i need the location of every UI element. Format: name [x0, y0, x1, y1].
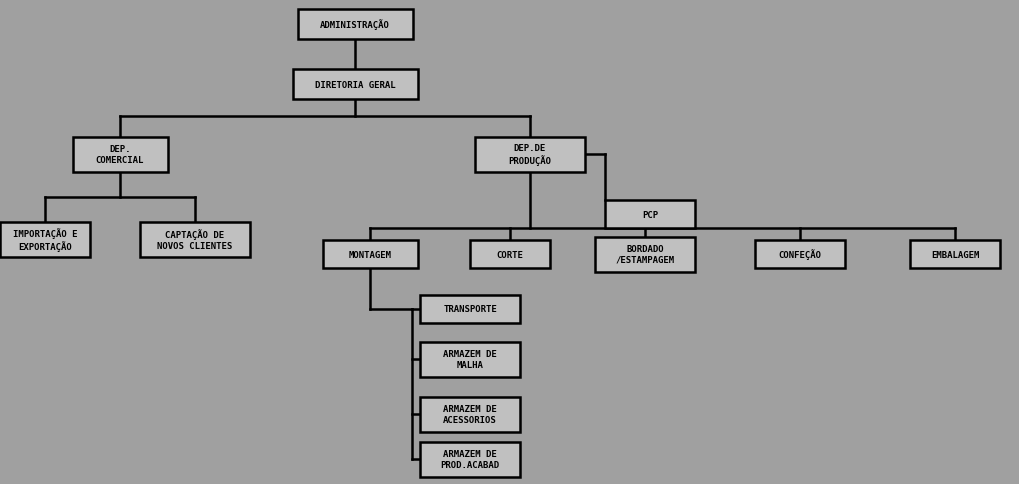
Text: BORDADO
/ESTAMPAGEM: BORDADO /ESTAMPAGEM — [614, 245, 674, 264]
Text: CAPTAÇÃO DE
NOVOS CLIENTES: CAPTAÇÃO DE NOVOS CLIENTES — [157, 229, 232, 250]
FancyBboxPatch shape — [754, 241, 844, 269]
Text: PCP: PCP — [641, 210, 657, 219]
FancyBboxPatch shape — [298, 10, 412, 40]
Text: DEP.
COMERCIAL: DEP. COMERCIAL — [96, 145, 144, 165]
Text: ADMINISTRAÇÃO: ADMINISTRAÇÃO — [320, 19, 389, 30]
FancyBboxPatch shape — [322, 241, 417, 269]
Text: ARMAZEM DE
MALHA: ARMAZEM DE MALHA — [442, 349, 496, 369]
FancyBboxPatch shape — [72, 137, 167, 172]
FancyBboxPatch shape — [292, 70, 417, 100]
Text: ARMAZEM DE
ACESSORIOS: ARMAZEM DE ACESSORIOS — [442, 405, 496, 424]
Text: CONFEÇÃO: CONFEÇÃO — [777, 249, 820, 260]
FancyBboxPatch shape — [604, 200, 694, 228]
Text: TRANSPORTE: TRANSPORTE — [442, 305, 496, 314]
FancyBboxPatch shape — [140, 222, 250, 257]
FancyBboxPatch shape — [420, 397, 520, 432]
Text: MONTAGEM: MONTAGEM — [348, 250, 391, 259]
FancyBboxPatch shape — [594, 237, 694, 272]
Text: EMBALAGEM: EMBALAGEM — [930, 250, 978, 259]
Text: DEP.DE
PRODUÇÃO: DEP.DE PRODUÇÃO — [508, 144, 551, 166]
FancyBboxPatch shape — [909, 241, 999, 269]
FancyBboxPatch shape — [420, 441, 520, 477]
FancyBboxPatch shape — [475, 137, 585, 172]
Text: DIRETORIA GERAL: DIRETORIA GERAL — [315, 80, 395, 90]
FancyBboxPatch shape — [420, 295, 520, 323]
FancyBboxPatch shape — [470, 241, 549, 269]
FancyBboxPatch shape — [0, 222, 90, 257]
Text: CORTE: CORTE — [496, 250, 523, 259]
Text: ARMAZEM DE
PROD.ACABAD: ARMAZEM DE PROD.ACABAD — [440, 449, 499, 469]
Text: IMPORTAÇÃO E
EXPORTAÇÃO: IMPORTAÇÃO E EXPORTAÇÃO — [13, 227, 77, 251]
FancyBboxPatch shape — [420, 342, 520, 377]
